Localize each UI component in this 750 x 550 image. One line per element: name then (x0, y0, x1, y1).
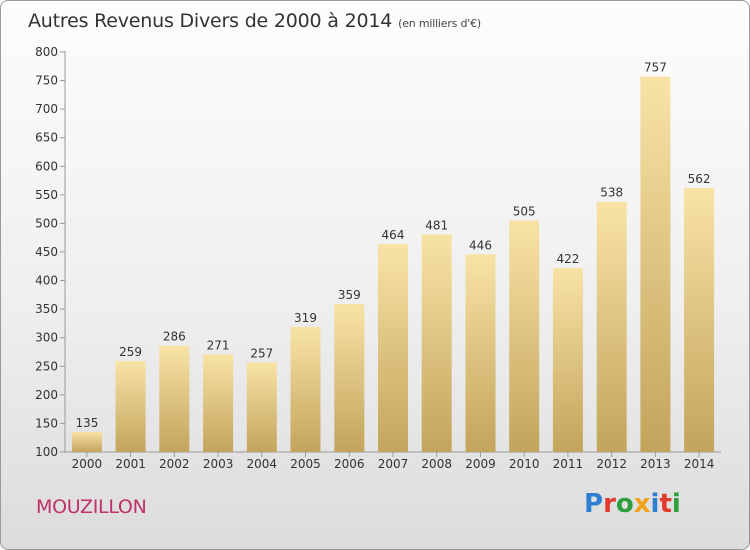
bar-value-label: 562 (688, 172, 711, 186)
bar-value-label: 505 (513, 205, 536, 219)
commune-name: MOUZILLON (36, 496, 147, 518)
y-tick-label: 600 (35, 159, 58, 173)
bar (115, 361, 146, 452)
bar-value-label: 757 (644, 61, 667, 75)
y-tick-label: 700 (35, 102, 58, 116)
y-tick-label: 300 (35, 331, 58, 345)
x-tick-label: 2002 (159, 457, 190, 471)
bar-value-label: 481 (425, 218, 448, 232)
y-tick-label: 500 (35, 216, 58, 230)
logo-letter: x (633, 489, 651, 519)
bar (203, 354, 234, 452)
y-tick-label: 100 (35, 445, 58, 459)
bar (71, 432, 102, 452)
bar (290, 326, 321, 452)
y-tick-label: 150 (35, 416, 58, 430)
x-tick-label: 2009 (465, 457, 496, 471)
bar-value-label: 464 (382, 228, 405, 242)
x-axis: 2000 2001 2002 2003 2004 2005 2006 2007 2008 2009… (65, 451, 721, 471)
logo-letter: P (584, 489, 604, 519)
bar (684, 188, 715, 452)
x-tick-label: 2007 (378, 457, 409, 471)
logo-letter: i (671, 489, 681, 519)
bar (421, 234, 452, 452)
logo-letter: i (650, 489, 660, 519)
bar-value-label: 422 (556, 252, 579, 266)
bar (552, 268, 583, 452)
x-tick-label: 2013 (640, 457, 671, 471)
title-unit: (en milliers d'€) (398, 17, 482, 30)
title-text: Autres Revenus Divers de 2000 à 2014 (28, 10, 393, 32)
bar (246, 362, 277, 452)
bar (509, 220, 540, 452)
x-tick-label: 2008 (421, 457, 452, 471)
bar (596, 201, 627, 452)
x-tick-label: 2006 (334, 457, 365, 471)
bar-value-label: 259 (119, 345, 142, 359)
data-labels: 135 259 286 271 257 319 359 464 481 446 505 422 538 7… (75, 61, 710, 430)
bar-value-label: 271 (207, 338, 230, 352)
chart-title: Autres Revenus Divers de 2000 à 2014 (en … (28, 10, 481, 32)
logo-letter: t (659, 489, 672, 519)
y-tick-label: 350 (35, 302, 58, 316)
bar-value-label: 446 (469, 238, 492, 252)
x-tick-label: 2010 (509, 457, 540, 471)
bar (465, 254, 496, 452)
logo-letter: r (603, 489, 616, 519)
logo-letter: o (615, 489, 634, 519)
bar (640, 76, 671, 452)
x-tick-label: 2012 (596, 457, 627, 471)
y-tick-label: 800 (35, 45, 58, 59)
y-tick-label: 450 (35, 245, 58, 259)
bar-value-label: 257 (250, 346, 273, 360)
x-tick-label: 2014 (684, 457, 715, 471)
bar (334, 304, 365, 452)
x-tick-label: 2003 (203, 457, 234, 471)
y-tick-label: 750 (35, 74, 58, 88)
y-tick-label: 250 (35, 359, 58, 373)
bar-value-label: 135 (75, 416, 98, 430)
bar-value-label: 319 (294, 311, 317, 325)
y-tick-label: 550 (35, 188, 58, 202)
bar-value-label: 286 (163, 330, 186, 344)
bar (159, 345, 190, 452)
bar (378, 244, 408, 452)
x-tick-label: 2005 (290, 457, 321, 471)
y-tick-label: 200 (35, 388, 58, 402)
y-tick-label: 650 (35, 131, 58, 145)
bar-value-label: 359 (338, 288, 361, 302)
proxiti-logo: Proxiti (584, 489, 681, 519)
x-tick-label: 2011 (553, 457, 584, 471)
x-tick-label: 2004 (247, 457, 278, 471)
y-tick-label: 400 (35, 274, 58, 288)
x-tick-label: 2001 (115, 457, 146, 471)
x-tick-label: 2000 (72, 457, 103, 471)
y-axis: 100 150 200 250 300 350 400 450 500 550 600 650 700 7… (35, 45, 66, 459)
bar-value-label: 538 (600, 186, 623, 200)
bars (71, 76, 715, 452)
